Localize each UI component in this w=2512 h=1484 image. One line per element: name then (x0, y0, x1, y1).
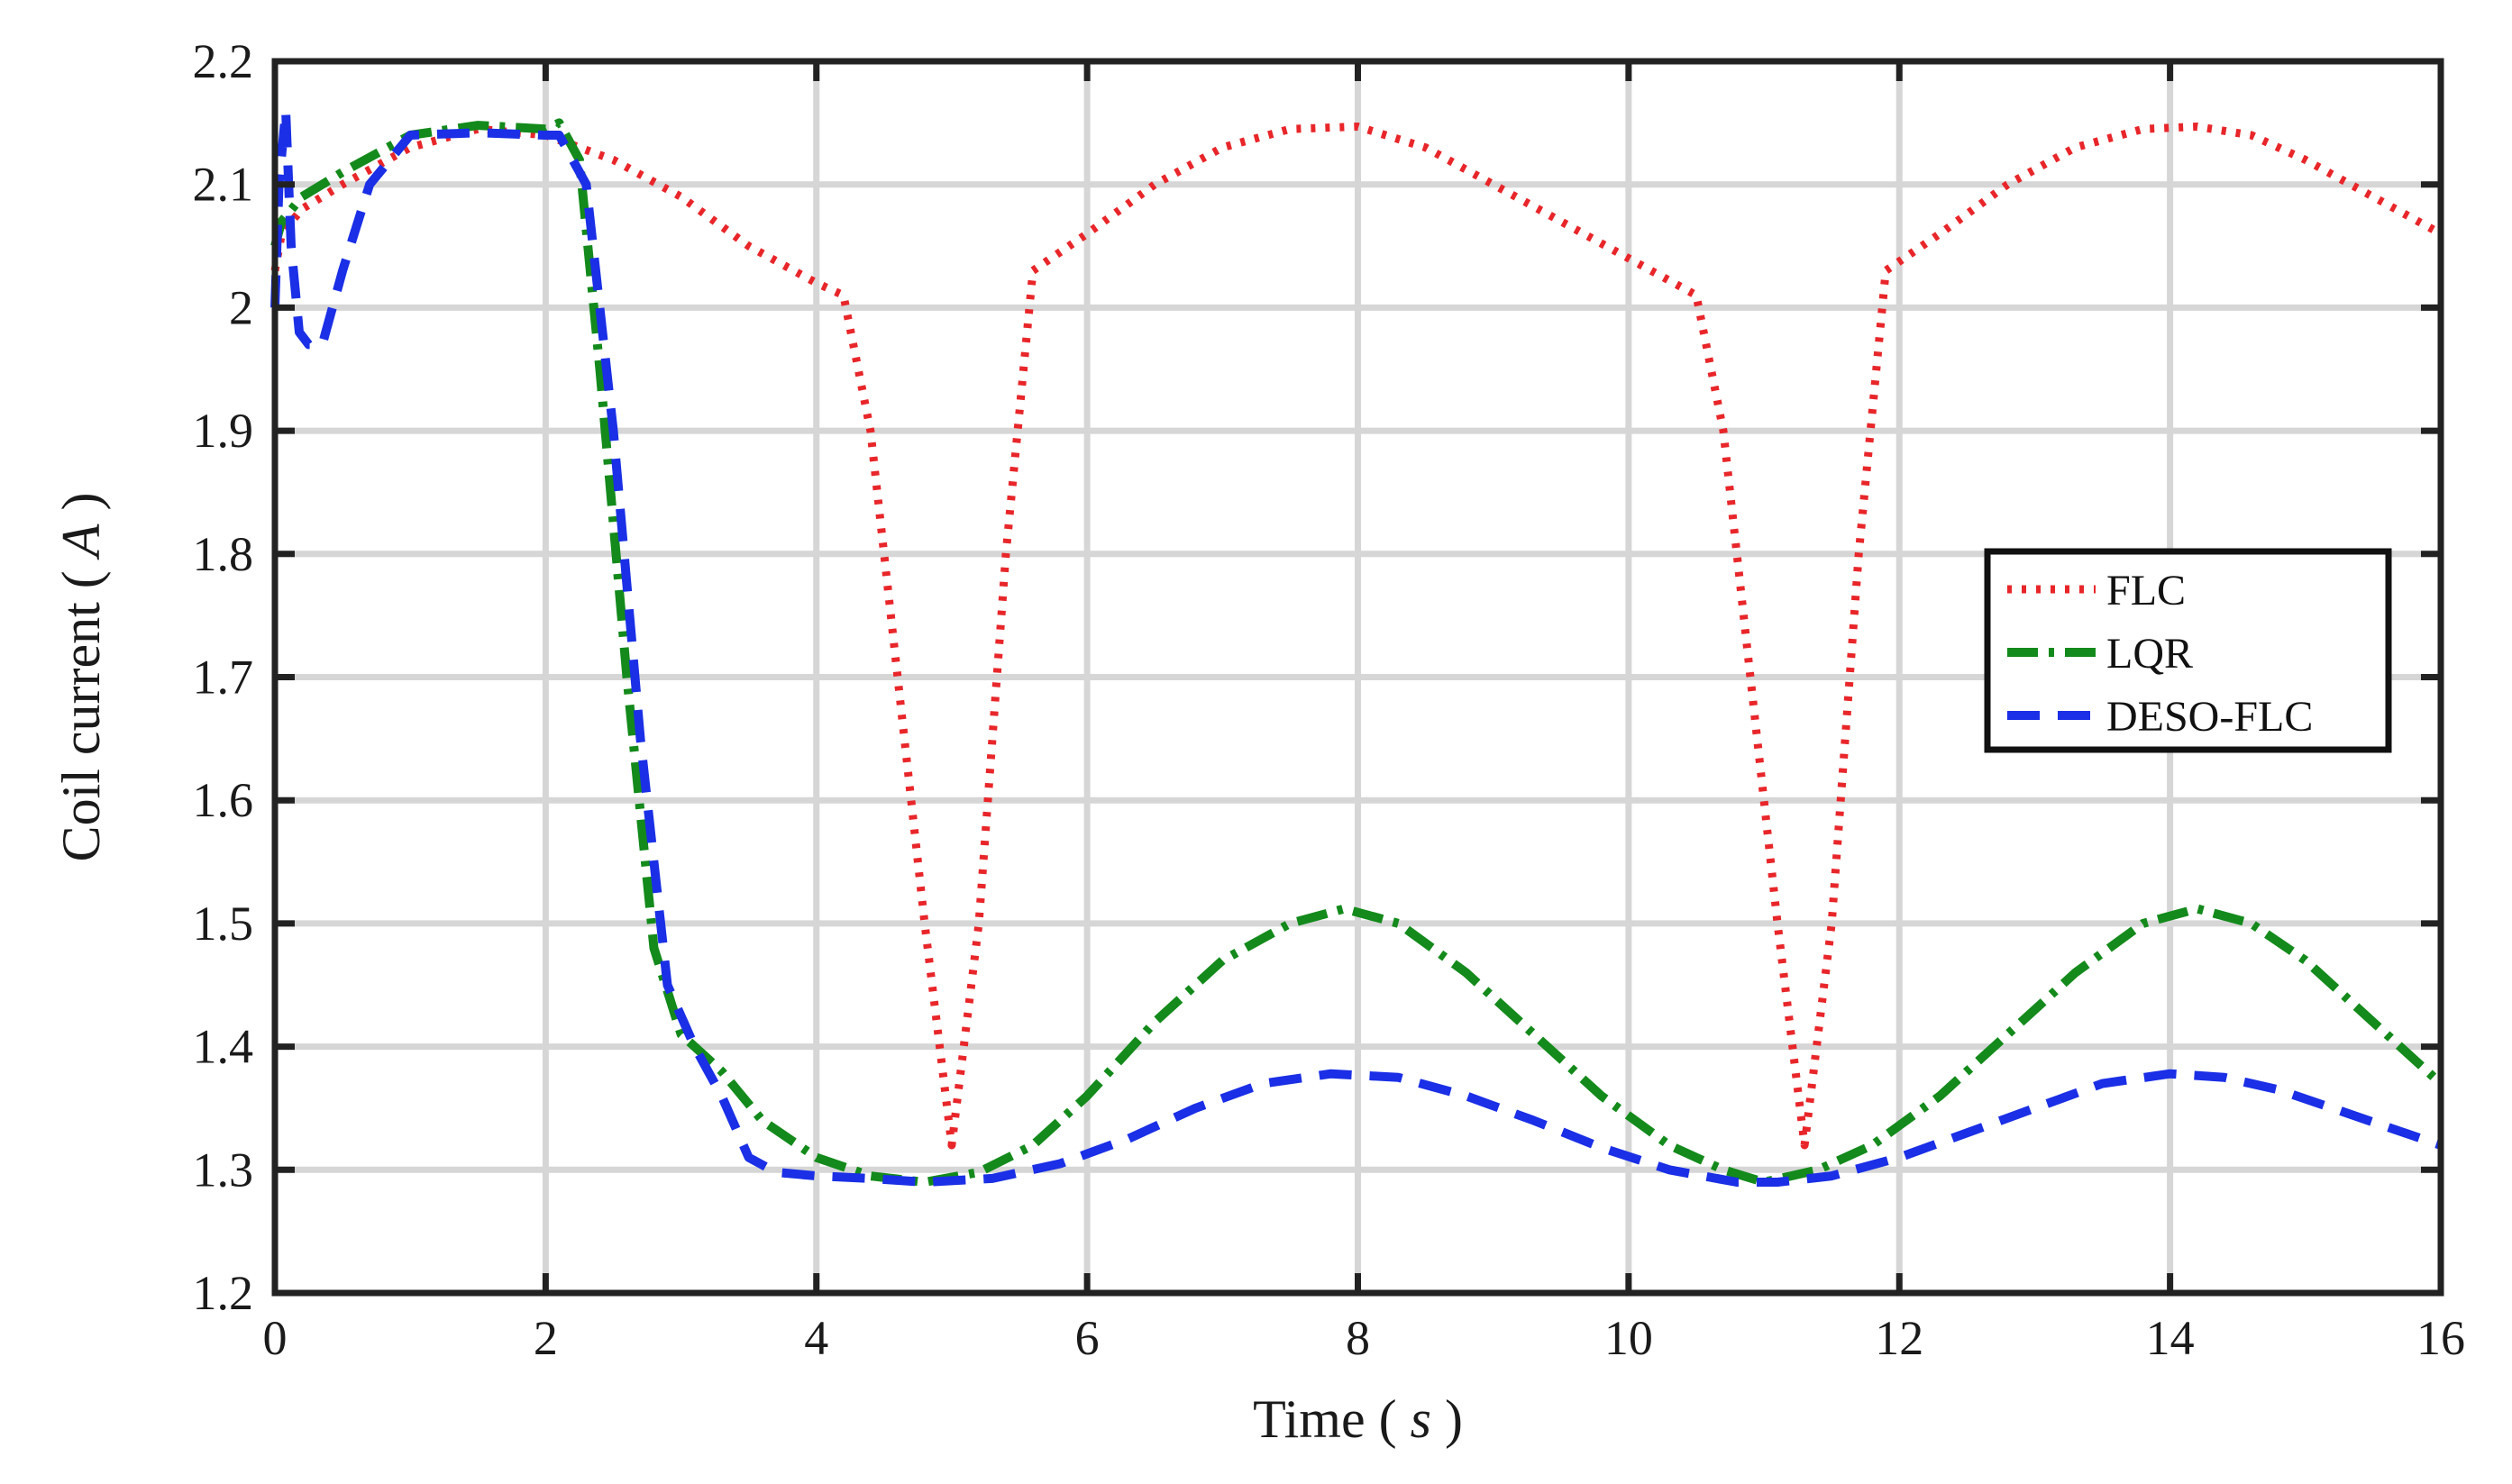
x-tick-label: 8 (1346, 1311, 1370, 1365)
x-tick-label: 6 (1075, 1311, 1100, 1365)
legend-label-deso-flc: DESO-FLC (2106, 693, 2313, 741)
y-tick-label: 1.6 (193, 773, 254, 827)
y-axis-label-unit: A (51, 523, 111, 560)
x-axis-label-unit: s (1411, 1389, 1431, 1449)
x-axis-label: Time ( s ) (1253, 1389, 1463, 1449)
x-tick-label: 2 (534, 1311, 558, 1365)
x-axis-label-text: Time (1253, 1389, 1366, 1449)
x-axis-label-open-paren: ( (1379, 1389, 1397, 1449)
x-tick-label: 14 (2146, 1311, 2195, 1365)
y-tick-label: 1.2 (193, 1266, 254, 1320)
y-tick-label: 1.4 (193, 1020, 254, 1074)
y-axis-label-text: Coil current (51, 602, 111, 862)
x-tick-label: 12 (1875, 1311, 1923, 1365)
y-axis-label-close-paren: ) (51, 493, 111, 511)
legend-label-lqr: LQR (2106, 630, 2193, 678)
x-axis-label-close-paren: ) (1445, 1389, 1463, 1449)
y-tick-label: 2 (229, 280, 253, 334)
legend: FLC LQR DESO-FLC (1987, 551, 2389, 750)
x-tick-label: 4 (804, 1311, 828, 1365)
y-tick-label: 1.9 (193, 404, 254, 458)
y-tick-label: 1.7 (193, 651, 254, 705)
y-tick-label: 1.5 (193, 897, 254, 951)
y-axis-label-open-paren: ( (51, 570, 111, 588)
y-tick-label: 2.1 (193, 158, 254, 212)
y-tick-label: 1.8 (193, 527, 254, 581)
x-tick-label: 16 (2416, 1311, 2465, 1365)
y-tick-label: 2.2 (193, 34, 254, 88)
x-tick-label: 10 (1604, 1311, 1653, 1365)
y-axis-label: Coil current ( A ) (51, 493, 111, 862)
x-tick-label: 0 (263, 1311, 288, 1365)
coil-current-chart: 0 2 4 6 8 10 12 14 16 1.2 1.3 1.4 1.5 1.6 1.7 1.8 1.9 2 2… (0, 0, 2512, 1484)
legend-label-flc: FLC (2106, 567, 2186, 615)
y-tick-label: 1.3 (193, 1143, 254, 1197)
